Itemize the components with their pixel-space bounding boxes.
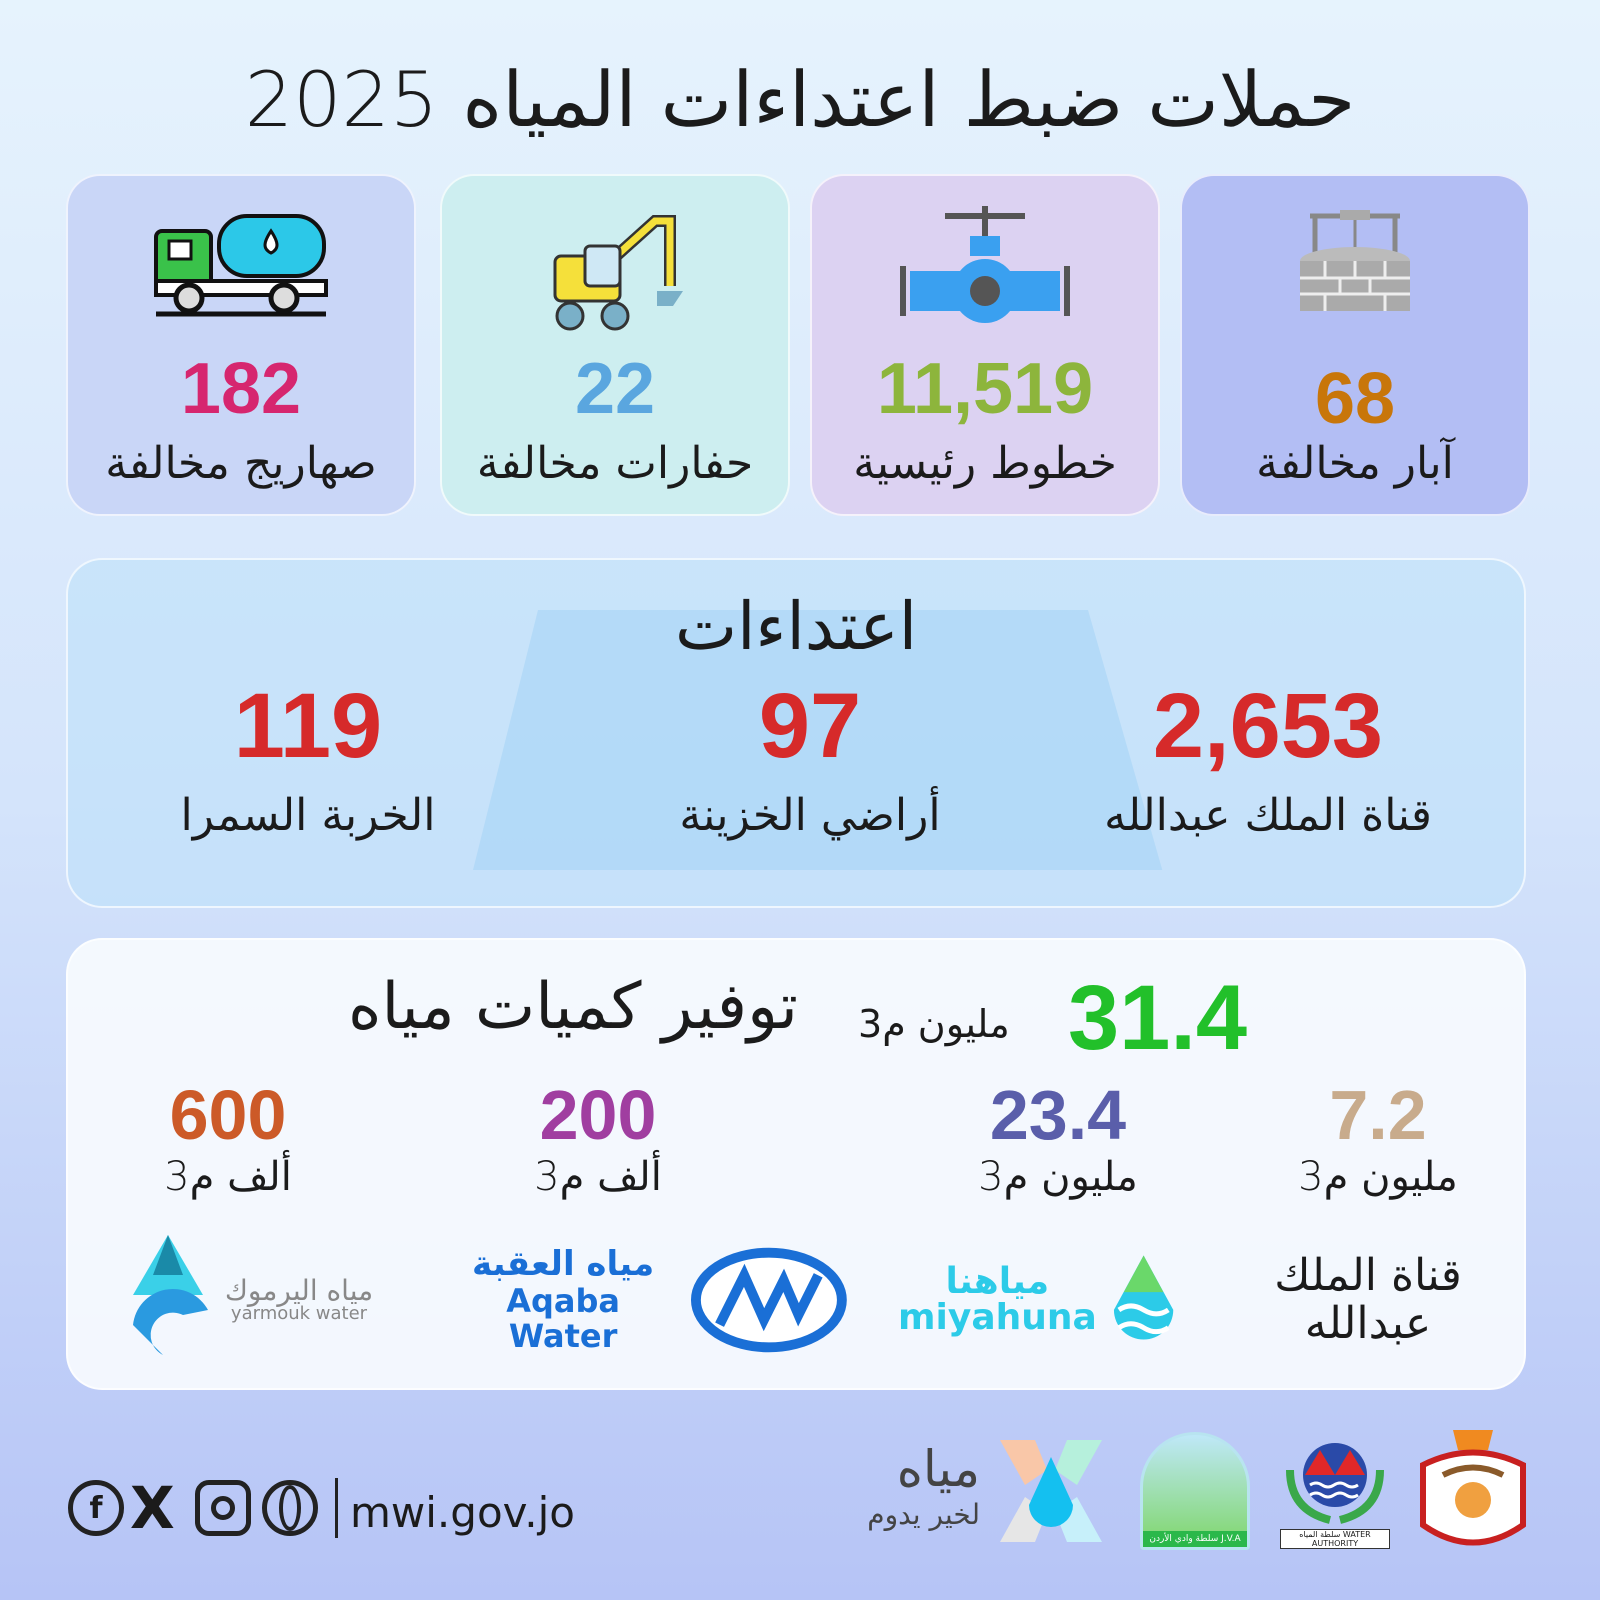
attack-label: أراضي الخزينة <box>679 790 941 841</box>
globe-icon[interactable] <box>262 1480 318 1536</box>
water-tanker-icon <box>68 206 414 326</box>
yarmouk-en: yarmouk water <box>230 1303 368 1325</box>
yarmouk-water-logo: مياه اليرموك yarmouk water <box>118 1230 378 1370</box>
miyah-brand: مياه لخير يدوم <box>840 1440 980 1531</box>
king-abdullah-canal-label: قناة الملك عبدالله <box>1274 1249 1462 1349</box>
savings-total-unit: مليون م3 <box>858 1002 1010 1046</box>
saving-unit: ألف م3 <box>534 1154 662 1200</box>
drop-icon <box>1113 1255 1174 1340</box>
main-lines-count: 11,519 <box>876 349 1094 429</box>
saving-value: 200 <box>539 1076 657 1154</box>
attack-item: 2,653 قناة الملك عبدالله <box>1058 680 1478 841</box>
water-authority-text: سلطة المياه WATER AUTHORITY <box>1280 1529 1390 1549</box>
excavator-icon <box>442 206 788 331</box>
attacks-heading: اعتداءات <box>674 588 918 665</box>
x-icon[interactable]: X <box>130 1474 175 1542</box>
card-tankers: 182 صهاريج مخالفة <box>66 174 416 516</box>
miyahuna-ar: مياهنا <box>945 1261 1050 1302</box>
tankers-label: صهاريج مخالفة <box>105 438 377 489</box>
water-authority-emblem <box>1286 1443 1384 1524</box>
saving-value: 23.4 <box>989 1076 1127 1154</box>
saving-value: 7.2 <box>1329 1076 1427 1154</box>
page-title: حملات ضبط اعتداءات المياه 2025 <box>244 55 1356 144</box>
wells-count: 68 <box>1314 359 1396 439</box>
jordan-map-background <box>473 610 1163 870</box>
savings-heading: توفير كميات مياه <box>348 970 798 1044</box>
main-lines-label: خطوط رئيسية <box>853 438 1117 489</box>
attack-item: 119 الخربة السمرا <box>98 680 518 841</box>
aqaba-aw-icon <box>691 1247 848 1353</box>
attack-value: 2,653 <box>1152 675 1384 777</box>
water-authority-logo: سلطة المياه WATER AUTHORITY <box>1280 1430 1390 1550</box>
aqaba-en: Aqaba Water <box>506 1281 620 1355</box>
jva-text: سلطة وادي الأردن J.V.A <box>1143 1531 1247 1547</box>
miyah-brand-icon <box>1000 1440 1102 1542</box>
yarmouk-drop-icon <box>132 1235 208 1355</box>
miyahuna-logo: مياهنا miyahuna <box>898 1230 1178 1370</box>
attack-label: الخربة السمرا <box>180 790 436 841</box>
saving-value: 600 <box>169 1076 287 1154</box>
saving-item: 600 ألف م3 <box>68 1080 388 1200</box>
yarmouk-ar: مياه اليرموك <box>224 1273 374 1307</box>
well-icon <box>1182 206 1528 326</box>
excavators-count: 22 <box>574 349 656 429</box>
brand-name: مياه <box>896 1440 980 1498</box>
aqaba-water-logo: مياه العقبة Aqaba Water <box>448 1230 848 1370</box>
miyahuna-en: miyahuna <box>898 1297 1097 1338</box>
facebook-icon[interactable]: f <box>68 1480 124 1536</box>
savings-panel: توفير كميات مياه مليون م3 31.4 7.2 مليون … <box>66 938 1526 1390</box>
saving-unit: مليون م3 <box>978 1154 1138 1200</box>
card-excavators: 22 حفارات مخالفة <box>440 174 790 516</box>
instagram-icon[interactable] <box>195 1480 251 1536</box>
brand-slogan: لخير يدوم <box>867 1498 980 1531</box>
attack-label: قناة الملك عبدالله <box>1104 790 1432 841</box>
jva-logo: سلطة وادي الأردن J.V.A <box>1140 1432 1250 1550</box>
saving-item: 7.2 مليون م3 <box>1218 1080 1538 1200</box>
attack-value: 119 <box>233 675 383 777</box>
saving-unit: ألف م3 <box>164 1154 292 1200</box>
card-wells: 68 آبار مخالفة <box>1180 174 1530 516</box>
saving-item: 200 ألف م3 <box>438 1080 758 1200</box>
attacks-panel: اعتداءات 2,653 قناة الملك عبدالله 97 أراضي… <box>66 558 1526 908</box>
divider <box>335 1478 338 1538</box>
jordan-coat-of-arms-icon <box>1420 1430 1526 1546</box>
wells-label: آبار مخالفة <box>1256 438 1454 489</box>
saving-unit: مليون م3 <box>1298 1154 1458 1200</box>
website-link[interactable]: mwi.gov.jo <box>350 1488 575 1537</box>
pipe-valve-icon <box>812 206 1158 326</box>
excavators-label: حفارات مخالفة <box>476 438 754 489</box>
tankers-count: 182 <box>180 349 302 429</box>
savings-total-value: 31.4 <box>1068 967 1248 1069</box>
aqaba-ar: مياه العقبة <box>472 1244 655 1285</box>
attack-item: 97 أراضي الخزينة <box>600 680 1020 841</box>
attack-value: 97 <box>758 675 862 777</box>
card-main-lines: 11,519 خطوط رئيسية <box>810 174 1160 516</box>
saving-item: 23.4 مليون م3 <box>898 1080 1218 1200</box>
